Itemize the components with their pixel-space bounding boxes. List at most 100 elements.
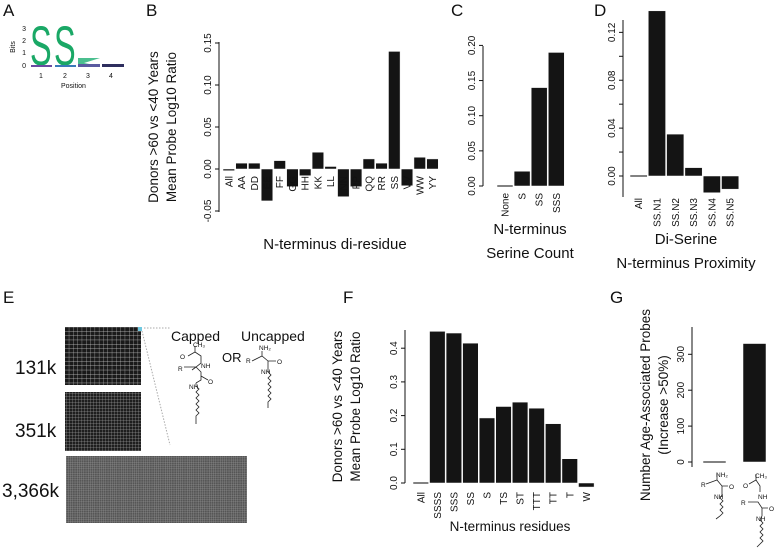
logo-position-4 [102, 64, 124, 67]
bar-ss-n1 [648, 10, 666, 177]
chem-nh2: NH₂ [259, 345, 271, 352]
bar-nn [337, 168, 350, 197]
chem-o: O [729, 484, 734, 491]
x-tick-label: ST [516, 492, 527, 505]
x-tick-label: SSS [449, 492, 460, 512]
array-131k [65, 327, 141, 385]
zoom-lines [141, 327, 171, 446]
bar-ss [462, 342, 479, 484]
chart-g: 0 100 200 300 Number Age-Associated Probes (I… [638, 309, 767, 501]
y-tick-label: 0.00 [203, 159, 214, 179]
chem-ch3: CH₃ [193, 342, 205, 349]
x-tick-label: SS [535, 193, 546, 207]
bar-ll [324, 166, 337, 170]
x-axis-title: Serine Count [486, 245, 574, 262]
capped-label: Capped [171, 328, 220, 344]
logo-ytick: 0 [22, 63, 26, 70]
bar-qq [362, 158, 375, 170]
logo-ytick: 2 [22, 38, 26, 45]
x-tick-label: None [501, 193, 512, 217]
chem-ch3: CH₃ [755, 473, 767, 480]
bar-dd [248, 162, 261, 170]
bar-rr [375, 162, 388, 170]
y-tick-label: 200 [676, 381, 687, 398]
x-tick-label: SS.N2 [671, 198, 682, 227]
panel-label-d: D [594, 1, 606, 20]
bar-s [513, 170, 531, 187]
probe-array-panel: 131k 351k 3,366k Capped Uncapped OR CH₃ … [2, 327, 305, 523]
bar-ts [495, 406, 512, 484]
chem-nh: NH [758, 494, 768, 501]
bar-hh [299, 168, 312, 176]
bar-w [578, 482, 595, 488]
bar-vv [400, 168, 414, 187]
x-tick-label: SS [466, 492, 477, 506]
y-tick-label: 0.2 [389, 408, 400, 422]
y-axis-title: Mean Probe Log10 Ratio [164, 52, 179, 202]
x-tick-label: KK [313, 176, 324, 190]
bar-s [478, 417, 496, 484]
y-tick-label: 0.0 [389, 476, 400, 490]
bar-none [496, 184, 514, 188]
bar-st [512, 401, 529, 484]
y-axis-title: Mean Probe Log10 Ratio [348, 331, 363, 481]
bar-uncapped [702, 460, 727, 464]
x-tick-label: HH [301, 176, 312, 190]
y-tick-label: 0.04 [607, 118, 618, 138]
bar-kk [311, 151, 324, 170]
logo-xtick: 4 [109, 73, 113, 80]
panel-label-c: C [451, 1, 463, 20]
y-tick-label: 0.10 [203, 75, 214, 95]
logo-letter-s1: S [30, 15, 52, 77]
highlight-cell [138, 327, 142, 331]
x-tick-label: SSS [552, 193, 563, 213]
logo-ytick: 3 [22, 26, 26, 33]
bar-pp [350, 168, 363, 187]
logo-xtick: 1 [39, 73, 43, 80]
panel-label-a: A [3, 1, 15, 20]
bar-ss [530, 87, 548, 187]
x-tick-label: SS.N5 [726, 198, 737, 227]
y-tick-label: 0.05 [467, 141, 478, 161]
chem-o: O [743, 483, 748, 490]
panel-label-g: G [610, 288, 623, 307]
uncapped-structure [705, 474, 728, 520]
y-axis-title: (Increase >50%) [656, 355, 671, 454]
array-3366k [66, 456, 247, 523]
x-tick-label: SS.N3 [689, 198, 700, 227]
or-label: OR [222, 350, 242, 365]
uncapped-structure [251, 351, 276, 408]
y-tick-label: 0.12 [607, 22, 618, 42]
bar-sss [548, 52, 565, 187]
x-tick-label: TTT [532, 492, 543, 510]
y-tick-label: 0.08 [607, 70, 618, 90]
chem-nh2: NH₂ [716, 472, 728, 479]
bar-ss-n4 [702, 175, 721, 194]
chem-nh: NH [756, 516, 766, 523]
x-tick-label: SS [390, 176, 401, 190]
capped-structure [748, 474, 768, 548]
x-tick-label: S [518, 193, 529, 200]
y-tick-label: 0.00 [607, 166, 618, 186]
y-tick-label: 100 [676, 417, 687, 434]
x-tick-label: FF [275, 176, 286, 188]
logo-minor-letters [55, 65, 76, 67]
x-tick-label: All [224, 176, 235, 187]
chem-nh: NH [714, 494, 724, 501]
y-tick-label: 0.05 [203, 117, 214, 137]
x-tick-label: VV [403, 176, 414, 190]
chem-nh: NH [261, 369, 271, 376]
y-tick-label: 0 [676, 459, 687, 465]
chem-nh: NH [201, 363, 211, 370]
logo-minor-letters [31, 65, 52, 67]
count-131k: 131k [15, 358, 57, 379]
x-tick-label: EE [262, 176, 273, 190]
chem-o: O [208, 379, 213, 386]
bar-ssss [429, 331, 446, 484]
x-tick-label: T [565, 492, 576, 498]
chem-r: R [701, 482, 706, 489]
x-axis-title: N-terminus di-residue [263, 236, 406, 253]
y-tick-label: 0.4 [389, 341, 400, 355]
